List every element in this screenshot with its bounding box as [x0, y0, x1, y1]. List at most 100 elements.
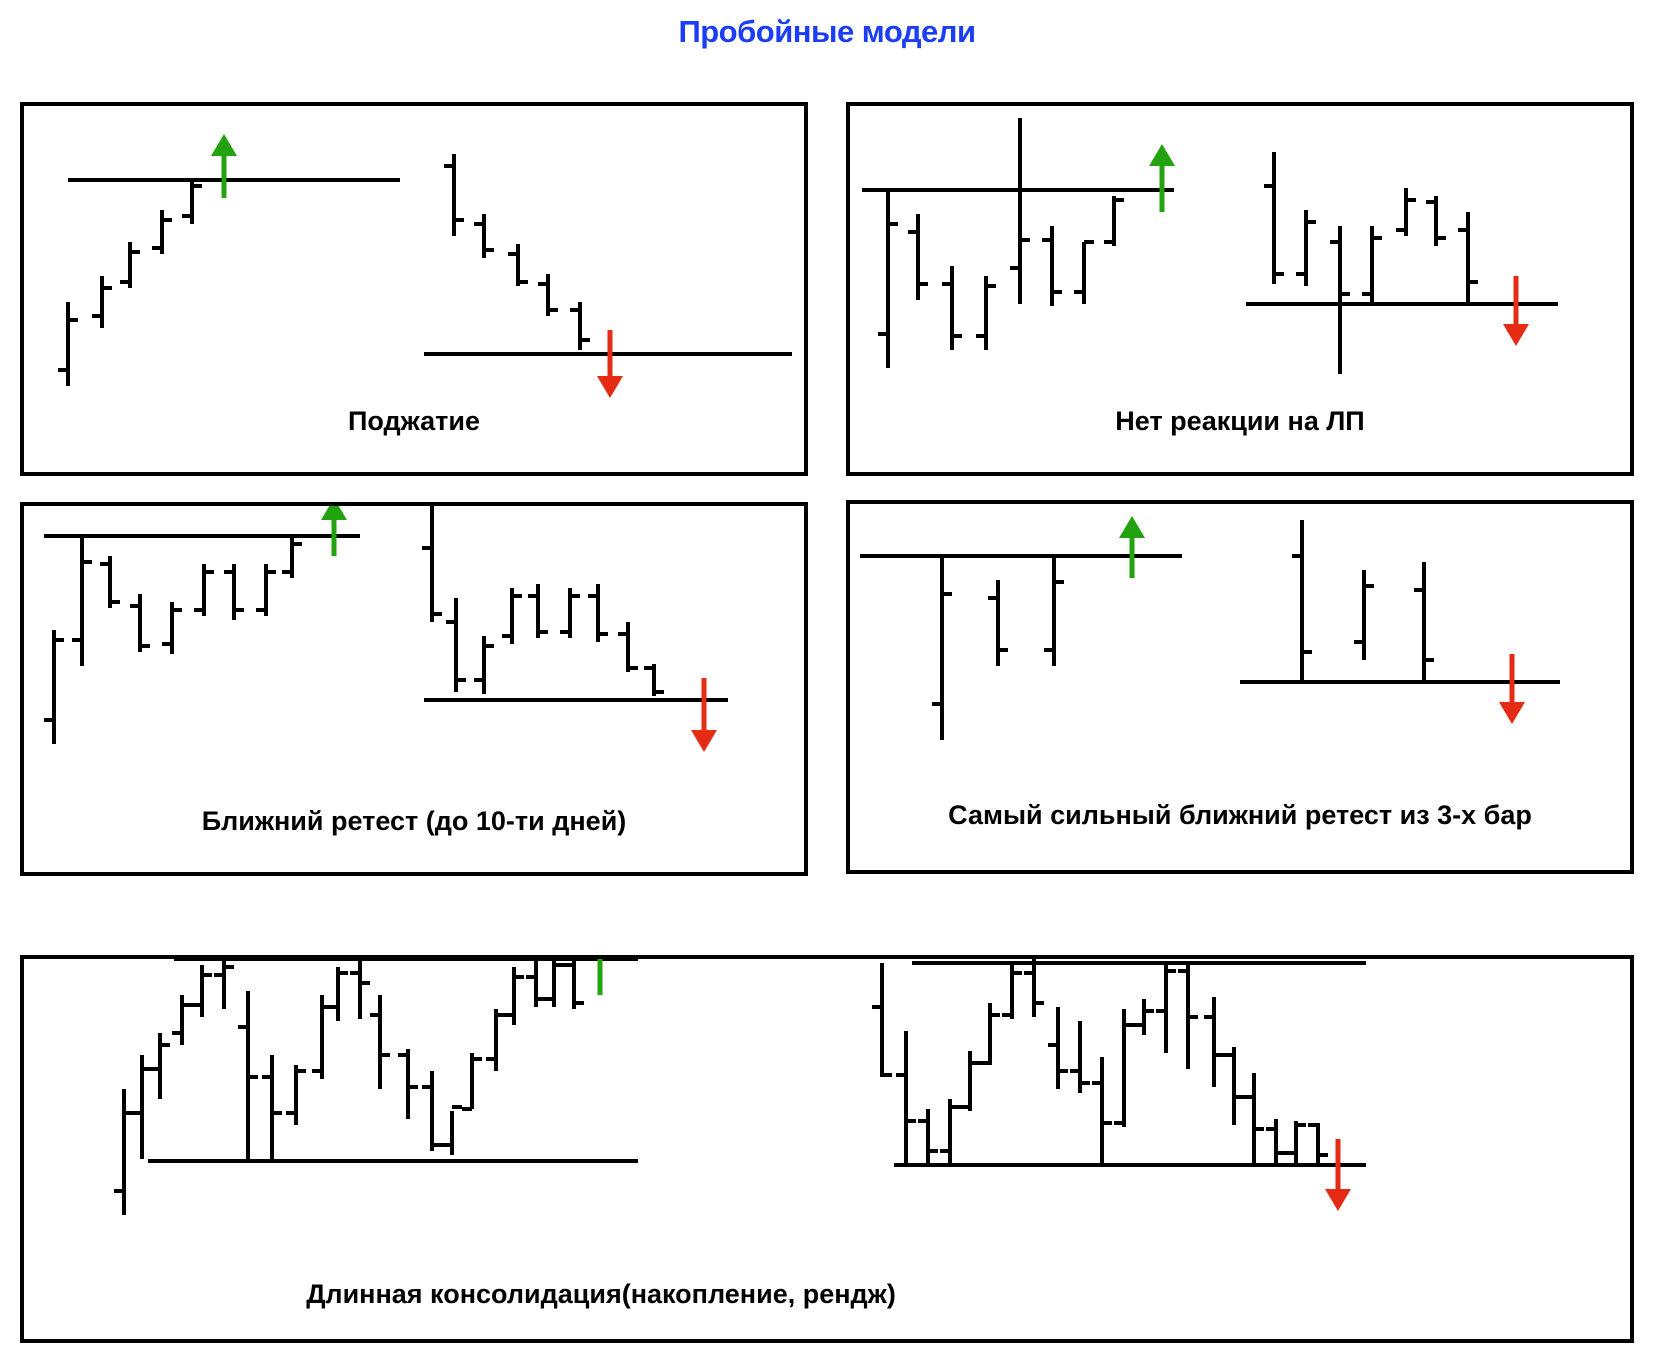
panel-no-reaction: Нет реакции на ЛП	[846, 102, 1634, 476]
ohlc-bar	[114, 1089, 134, 1215]
panel-label: Поджатие	[347, 406, 480, 436]
diagram-squeeze	[58, 134, 792, 398]
ohlc-bar	[502, 588, 522, 644]
ohlc-bar	[918, 1109, 938, 1165]
ohlc-bar	[238, 991, 258, 1161]
ohlc-bar	[1134, 999, 1154, 1035]
ohlc-bar	[256, 564, 276, 616]
ohlc-bar	[570, 302, 590, 350]
ohlc-bar	[988, 580, 1008, 666]
panel-label: Нет реакции на ЛП	[1115, 406, 1365, 436]
ohlc-bar	[878, 190, 898, 368]
ohlc-bar	[398, 1049, 418, 1119]
up-arrow-icon	[1119, 516, 1145, 578]
ohlc-bar	[908, 214, 928, 300]
ohlc-bar	[462, 1053, 482, 1111]
ohlc-bar	[1156, 965, 1176, 1053]
ohlc-bar	[960, 1051, 980, 1111]
up-arrow-icon	[597, 959, 603, 995]
ohlc-bar	[980, 1003, 1000, 1065]
panel-near-retest: Ближний ретест (до 10-ти дней)	[20, 502, 808, 876]
down-arrow-icon	[1503, 276, 1529, 346]
ohlc-bar	[1070, 1021, 1090, 1093]
down-arrow-icon	[597, 330, 623, 398]
ohlc-bar	[1244, 1073, 1264, 1165]
ohlc-bar	[644, 664, 664, 696]
ohlc-bar	[618, 622, 638, 672]
ohlc-bar	[1114, 1009, 1134, 1127]
ohlc-bar	[286, 1065, 306, 1125]
ohlc-bar	[1178, 963, 1198, 1069]
ohlc-bar	[1002, 965, 1022, 1019]
ohlc-bar	[1458, 212, 1478, 302]
ohlc-bar	[1414, 562, 1434, 680]
ohlc-bar	[942, 266, 962, 350]
up-arrow-icon	[211, 134, 237, 198]
ohlc-bar	[504, 967, 524, 1025]
ohlc-bar	[872, 963, 892, 1077]
ohlc-bar	[932, 556, 952, 740]
ohlc-bar	[1104, 196, 1124, 246]
ohlc-bar	[544, 959, 564, 1007]
ohlc-bar	[508, 244, 528, 286]
ohlc-bar	[192, 965, 212, 1017]
ohlc-bar	[1224, 1047, 1244, 1125]
ohlc-bar	[58, 302, 78, 386]
ohlc-bar	[350, 959, 370, 1019]
ohlc-bar	[120, 242, 140, 288]
ohlc-bar	[474, 214, 494, 258]
ohlc-bar	[152, 210, 172, 254]
ohlc-bar	[224, 564, 244, 620]
ohlc-bar	[1204, 997, 1224, 1087]
ohlc-bar	[474, 636, 494, 694]
panel-squeeze: Поджатие	[20, 102, 808, 476]
ohlc-bar	[976, 276, 996, 350]
ohlc-bar	[1048, 1007, 1068, 1089]
panel-label: Ближний ретест (до 10-ти дней)	[201, 806, 627, 836]
ohlc-bar	[1308, 1123, 1328, 1165]
down-arrow-icon	[691, 678, 717, 752]
ohlc-bar	[486, 1009, 506, 1071]
ohlc-bar	[214, 959, 234, 1009]
ohlc-bar	[422, 1071, 442, 1151]
diagram-near-retest	[44, 506, 728, 752]
ohlc-bar	[444, 154, 464, 236]
ohlc-bar	[194, 564, 214, 616]
diagram-long-consolidation	[114, 959, 1366, 1215]
panel-label: Самый сильный ближний ретест из 3-х бар	[948, 800, 1532, 830]
ohlc-bar	[1092, 1057, 1112, 1165]
ohlc-bar	[100, 556, 120, 608]
ohlc-bar	[1362, 226, 1382, 304]
ohlc-bar	[1330, 226, 1350, 302]
ohlc-bar	[282, 536, 302, 578]
ohlc-bar	[162, 602, 182, 654]
ohlc-bar	[940, 1099, 960, 1165]
panel-long-consolidation: Длинная консолидация(накопление, рендж)	[20, 955, 1634, 1343]
ohlc-bar	[528, 584, 548, 638]
ohlc-bar	[150, 1033, 170, 1099]
ohlc-bar	[1396, 188, 1416, 236]
ohlc-bar	[1044, 558, 1064, 666]
ohlc-bar	[1286, 1121, 1306, 1163]
ohlc-bar	[1042, 226, 1062, 306]
ohlc-bar	[560, 588, 580, 638]
ohlc-bar	[130, 594, 150, 652]
ohlc-bar	[72, 536, 92, 666]
down-arrow-icon	[1499, 654, 1525, 724]
ohlc-bar	[328, 967, 348, 1021]
ohlc-bar	[588, 584, 608, 642]
ohlc-bar	[182, 180, 202, 224]
ohlc-bar	[1024, 959, 1044, 1017]
ohlc-bar	[370, 995, 390, 1089]
ohlc-bar	[1074, 240, 1094, 304]
ohlc-bar	[262, 1055, 282, 1161]
ohlc-bar	[1296, 210, 1316, 286]
ohlc-bar	[172, 995, 192, 1045]
ohlc-bar	[1264, 152, 1284, 284]
ohlc-bar	[446, 598, 466, 692]
panel-strongest-retest: Самый сильный ближний ретест из 3-х бар	[846, 500, 1634, 874]
ohlc-bar	[526, 959, 546, 1007]
ohlc-bar	[92, 276, 112, 328]
diagram-no-reaction	[862, 118, 1558, 374]
panel-label: Длинная консолидация(накопление, рендж)	[306, 1279, 896, 1309]
